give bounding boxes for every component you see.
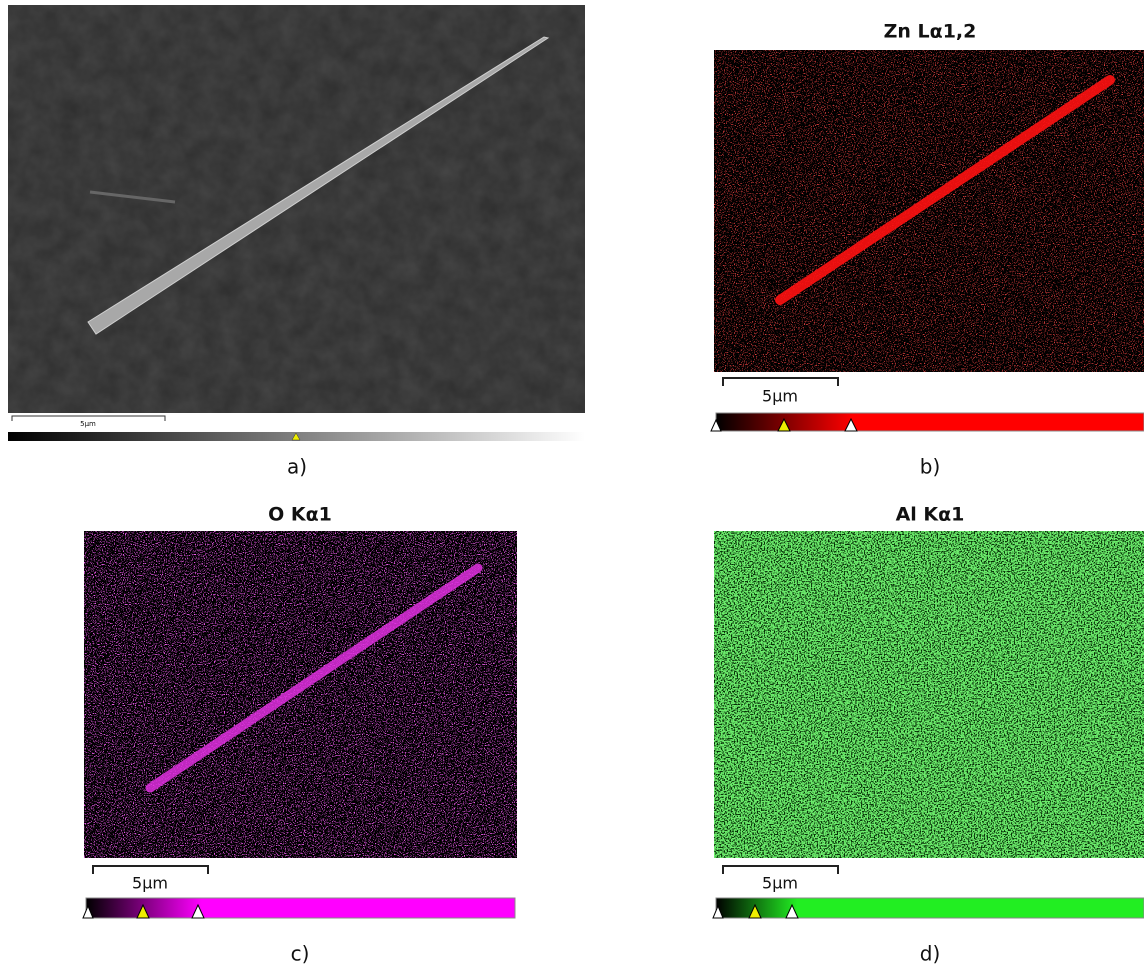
panel-d: Al Kα1 5μm d) (713, 504, 1144, 966)
panel-label: a) (287, 455, 307, 479)
panel-c: O Kα1 5μm c) (83, 504, 517, 966)
color-bar (86, 898, 515, 918)
figure: 5µm a) Zn Lα1,2 5μm b) O Kα1 5μm c) Al K… (0, 0, 1144, 970)
scale-label: 5µm (80, 420, 96, 428)
panel-a: 5µm a) (8, 5, 585, 479)
scale-label: 5μm (132, 874, 168, 893)
map-noise (714, 531, 1144, 858)
scale-label: 5μm (762, 874, 798, 893)
scale-label: 5μm (762, 387, 798, 406)
panel-label: d) (920, 942, 941, 966)
panel-label: b) (920, 455, 941, 479)
panel-title: Al Kα1 (896, 504, 965, 526)
panel-label: c) (291, 942, 310, 966)
scale-bar (723, 378, 838, 386)
panel-title: O Kα1 (268, 504, 332, 526)
panel-b: Zn Lα1,2 5μm b) (711, 21, 1144, 479)
color-bar (716, 898, 1144, 918)
panel-title: Zn Lα1,2 (884, 21, 977, 43)
